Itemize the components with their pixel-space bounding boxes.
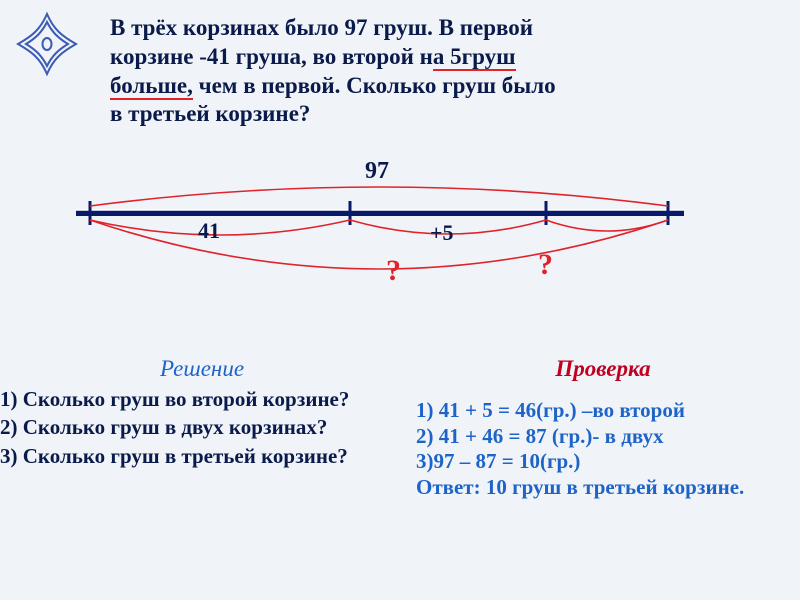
number-line-diagram: 97 41 +5 ? ?: [70, 158, 690, 328]
solution-q1: 1) Сколько груш во второй корзине?: [0, 386, 404, 412]
problem-line2a: корзине -41 груша, во второй н: [110, 44, 433, 69]
problem-line3-underlined: больше,: [110, 73, 193, 100]
solution-q3: 3) Сколько груш в третьей корзине?: [0, 443, 404, 469]
problem-line2-underlined: а 5груш: [433, 44, 516, 71]
check-l3: 3)97 – 87 = 10(гр.): [416, 449, 790, 475]
lower-section: Решение 1) Сколько груш во второй корзин…: [0, 356, 800, 600]
problem-line4: в третьей корзине?: [110, 101, 310, 126]
diagram-seg2-label: +5: [430, 220, 454, 246]
solution-title: Решение: [0, 356, 404, 382]
diagram-qmark-1: ?: [386, 254, 401, 288]
check-title: Проверка: [416, 356, 790, 382]
ornament-icon: [8, 8, 86, 91]
solution-column: Решение 1) Сколько груш во второй корзин…: [0, 356, 416, 600]
diagram-qmark-2: ?: [538, 248, 553, 282]
check-l1: 1) 41 + 5 = 46(гр.) –во второй: [416, 398, 790, 424]
check-column: Проверка 1) 41 + 5 = 46(гр.) –во второй …: [416, 356, 800, 600]
diagram-seg1-label: 41: [198, 218, 220, 244]
solution-q2: 2) Сколько груш в двух корзинах?: [0, 414, 404, 440]
problem-line3b: чем в первой. Сколько груш было: [193, 73, 556, 98]
diagram-total-label: 97: [365, 158, 389, 185]
check-l2: 2) 41 + 46 = 87 (гр.)- в двух: [416, 424, 790, 450]
problem-line1: В трёх корзинах было 97 груш. В первой: [110, 15, 533, 40]
problem-text: В трёх корзинах было 97 груш. В первой к…: [110, 14, 760, 129]
check-l4: Ответ: 10 груш в третьей корзине.: [416, 475, 790, 501]
